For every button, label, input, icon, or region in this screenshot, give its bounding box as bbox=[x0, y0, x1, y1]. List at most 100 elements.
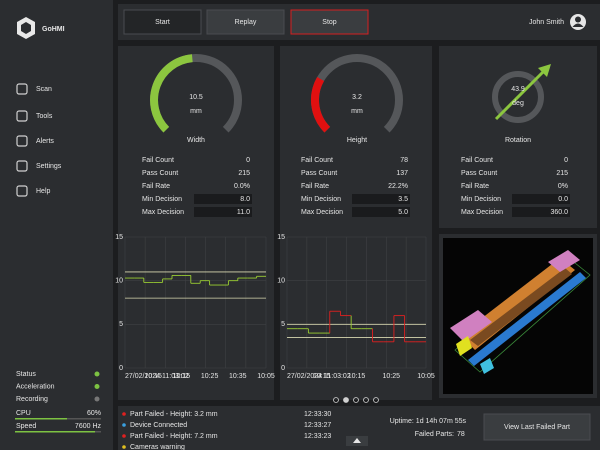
gauge-title: Width bbox=[187, 137, 205, 144]
menu-item: Settings bbox=[36, 163, 62, 170]
meter-value: 7600 Hz bbox=[75, 423, 102, 430]
meter-value: 60% bbox=[87, 410, 101, 417]
meter-label: CPU bbox=[16, 410, 31, 417]
decision-box[interactable] bbox=[512, 207, 570, 217]
x-tick-label: 10:35 bbox=[229, 373, 247, 380]
menu-item: Scan bbox=[36, 86, 52, 93]
stat-label: Min Decision bbox=[461, 196, 501, 203]
gauge-arc bbox=[150, 54, 193, 133]
menu-item: Tools bbox=[36, 113, 53, 120]
stat-value: 22.2% bbox=[388, 183, 408, 190]
status-label: Status bbox=[16, 371, 36, 378]
stat-value: 360.0 bbox=[550, 209, 568, 216]
x-tick-label: 10:15 bbox=[313, 373, 331, 380]
x-tick-label: 10:25 bbox=[382, 373, 400, 380]
gauge-unit: deg bbox=[512, 100, 524, 107]
x-tick-label: 10:25 bbox=[201, 373, 219, 380]
menu-item: Help bbox=[36, 188, 51, 195]
marker bbox=[480, 358, 494, 374]
stat-label: Max Decision bbox=[142, 209, 184, 216]
page-dot[interactable] bbox=[363, 397, 369, 403]
part-image bbox=[443, 238, 593, 394]
status-label: Recording bbox=[16, 396, 48, 403]
stat-value: 5.0 bbox=[398, 209, 408, 216]
menu-icon[interactable] bbox=[16, 135, 28, 147]
y-tick-label: 0 bbox=[119, 365, 123, 372]
status-label: Acceleration bbox=[16, 383, 55, 390]
rotation-arrow-head bbox=[538, 64, 551, 77]
stat-value: 0 bbox=[564, 157, 568, 164]
y-tick-label: 10 bbox=[277, 278, 285, 285]
stat-value: 8.0 bbox=[240, 196, 250, 203]
toolbar-button-label: Replay bbox=[235, 19, 257, 26]
toolbar-button[interactable] bbox=[123, 9, 202, 35]
gauge-value: 3.2 bbox=[352, 94, 362, 101]
decision-box[interactable] bbox=[352, 207, 410, 217]
stat-value: 215 bbox=[238, 170, 250, 177]
decision-box[interactable] bbox=[512, 194, 570, 204]
decision-box[interactable] bbox=[194, 194, 252, 204]
menu-icon[interactable] bbox=[16, 110, 28, 122]
stat-label: Min Decision bbox=[142, 196, 182, 203]
log-dot bbox=[122, 434, 126, 438]
stat-label: Pass Count bbox=[301, 170, 337, 177]
page-dot[interactable] bbox=[333, 397, 339, 403]
scroll-arrow bbox=[353, 438, 361, 443]
decision-box[interactable] bbox=[352, 194, 410, 204]
y-tick-label: 0 bbox=[281, 365, 285, 372]
status-dot bbox=[94, 396, 100, 402]
stat-label: Fail Rate bbox=[461, 183, 489, 190]
x-tick-label: 10:05 bbox=[257, 373, 275, 380]
menu-icon[interactable] bbox=[16, 185, 28, 197]
view-failed-button[interactable] bbox=[483, 413, 591, 441]
log-text: Part Failed - Height: 7.2 mm bbox=[130, 433, 218, 440]
log-dot bbox=[122, 445, 126, 449]
meter-label: Speed bbox=[16, 423, 36, 430]
log-time: 12:33:23 bbox=[304, 433, 331, 440]
page-dot[interactable] bbox=[373, 397, 379, 403]
user-name: John Smith bbox=[529, 19, 564, 26]
sidebar bbox=[0, 0, 113, 450]
rail bbox=[470, 268, 572, 346]
decision-box[interactable] bbox=[194, 207, 252, 217]
pins bbox=[468, 272, 586, 366]
gauge-value: 43.9 bbox=[511, 86, 525, 93]
toolbar-button[interactable] bbox=[206, 9, 285, 35]
page-dot[interactable] bbox=[343, 397, 349, 403]
stat-value: 0 bbox=[246, 157, 250, 164]
toolbar-button[interactable] bbox=[290, 9, 369, 35]
rotation-arrow bbox=[494, 67, 548, 121]
stat-label: Pass Count bbox=[142, 170, 178, 177]
logo-icon-inner bbox=[21, 22, 31, 34]
y-tick-label: 5 bbox=[119, 321, 123, 328]
toolbar-button-label: Start bbox=[155, 19, 170, 26]
stat-value: 3.5 bbox=[398, 196, 408, 203]
log-dot bbox=[122, 412, 126, 416]
view-failed-button-label: View Last Failed Part bbox=[504, 424, 570, 431]
stat-label: Min Decision bbox=[301, 196, 341, 203]
gauge-unit: mm bbox=[190, 108, 202, 115]
log-text: Part Failed - Height: 3.2 mm bbox=[130, 411, 218, 418]
stat-value: 0.0 bbox=[558, 196, 568, 203]
y-tick-label: 15 bbox=[115, 234, 123, 241]
x-tick-label: 10:15 bbox=[173, 373, 191, 380]
connector bbox=[450, 310, 492, 342]
y-tick-label: 5 bbox=[281, 321, 285, 328]
x-tick-label: 27/02/2024 11:03:02 bbox=[287, 373, 351, 380]
log-time: 12:33:30 bbox=[304, 411, 331, 418]
y-tick-label: 15 bbox=[277, 234, 285, 241]
stat-label: Fail Rate bbox=[301, 183, 329, 190]
page-dot[interactable] bbox=[353, 397, 359, 403]
stat-value: 137 bbox=[396, 170, 408, 177]
menu-icon[interactable] bbox=[16, 160, 28, 172]
x-tick-label: 10:15 bbox=[348, 373, 366, 380]
stat-value: 11.0 bbox=[237, 209, 250, 216]
menu-icon[interactable] bbox=[16, 83, 28, 95]
stat-value: 78 bbox=[400, 157, 408, 164]
stat-value: 0% bbox=[558, 183, 568, 190]
x-tick-label: 27/02/2024 11:03:02 bbox=[125, 373, 189, 380]
status-dot bbox=[94, 371, 100, 377]
x-tick-label: 10:15 bbox=[144, 373, 162, 380]
height-panel bbox=[280, 46, 432, 400]
